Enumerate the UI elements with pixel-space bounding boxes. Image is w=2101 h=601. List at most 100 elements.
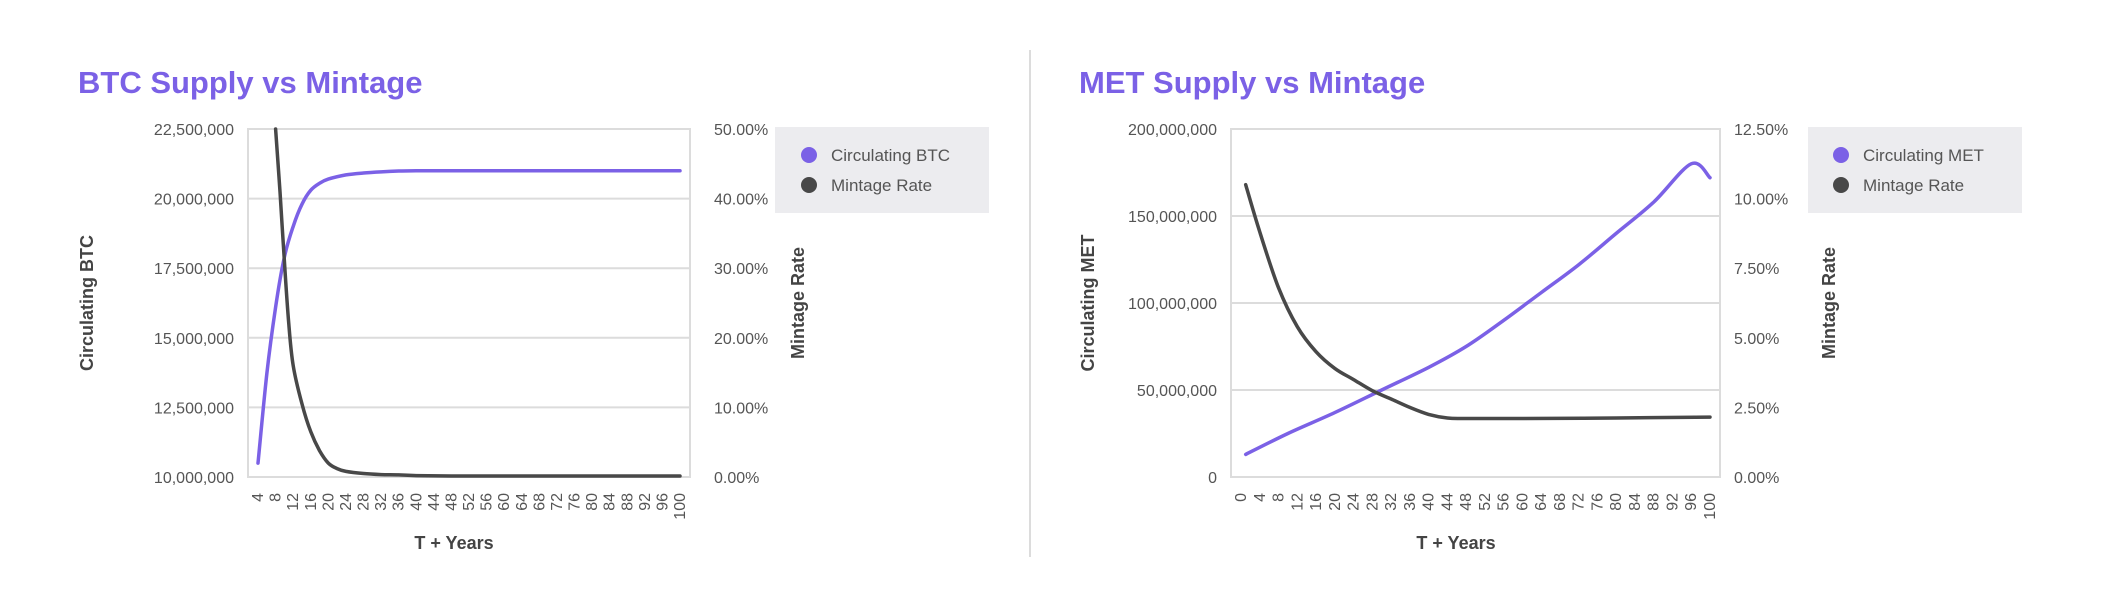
x-axis: 4 8 12 16 20 24 28 32 36 40 44 48 52 56 60 64 68 72 76 80 84… xyxy=(250,493,689,520)
x-tick-label: 100 xyxy=(672,493,689,520)
y2-tick-label: 5.00% xyxy=(1734,331,1779,348)
x-tick-label: 4 xyxy=(250,493,267,502)
y2-tick-label: 50.00% xyxy=(714,122,768,139)
series-line-mintage-rate xyxy=(273,127,682,478)
y-tick-label: 17,500,000 xyxy=(154,261,234,278)
x-tick-label: 60 xyxy=(1514,493,1531,511)
legend-label: Mintage Rate xyxy=(1863,176,1964,195)
x-tick-label: 100 xyxy=(1702,493,1719,520)
y-tick-label: 150,000,000 xyxy=(1128,209,1217,226)
x-tick-label: 24 xyxy=(338,493,355,511)
x-tick-label: 36 xyxy=(1402,493,1419,511)
x-tick-label: 8 xyxy=(1271,493,1288,502)
x-tick-label: 32 xyxy=(373,493,390,511)
x-tick-label: 44 xyxy=(1439,493,1456,511)
chart-met: MET Supply vs Mintage 200,000,000 150,000… xyxy=(1078,65,2022,553)
x-tick-label: 44 xyxy=(426,493,443,511)
x-tick-label: 56 xyxy=(1496,493,1513,511)
y-axis-right-title: Mintage Rate xyxy=(1819,247,1839,359)
x-tick-label: 16 xyxy=(303,493,320,511)
gridlines xyxy=(248,128,690,478)
y-tick-label: 10,000,000 xyxy=(154,470,234,487)
x-tick-label: 48 xyxy=(443,493,460,511)
y2-tick-label: 7.50% xyxy=(1734,261,1779,278)
x-tick-label: 52 xyxy=(1477,493,1494,511)
x-tick-label: 52 xyxy=(461,493,478,511)
x-axis: 0 4 8 12 16 20 24 28 32 36 40 44 48 52 56 60 64 68 72 76 80 8… xyxy=(1233,493,1719,520)
x-tick-label: 12 xyxy=(1289,493,1306,511)
x-tick-label: 56 xyxy=(479,493,496,511)
x-tick-label: 80 xyxy=(584,493,601,511)
y-tick-label: 12,500,000 xyxy=(154,400,234,417)
x-tick-label: 68 xyxy=(1552,493,1569,511)
x-tick-label: 84 xyxy=(602,493,619,511)
x-tick-label: 76 xyxy=(1589,493,1606,511)
x-tick-label: 60 xyxy=(496,493,513,511)
y-tick-label: 0 xyxy=(1208,470,1217,487)
x-tick-label: 64 xyxy=(514,493,531,511)
x-tick-label: 20 xyxy=(1327,493,1344,511)
x-axis-title: T + Years xyxy=(414,533,493,553)
y-tick-label: 22,500,000 xyxy=(154,122,234,139)
y2-tick-label: 10.00% xyxy=(1734,192,1788,209)
x-tick-label: 92 xyxy=(1664,493,1681,511)
legend-box xyxy=(1808,127,2022,213)
y2-tick-label: 40.00% xyxy=(714,192,768,209)
x-tick-label: 80 xyxy=(1608,493,1625,511)
x-tick-label: 88 xyxy=(1646,493,1663,511)
series-line-circulating xyxy=(256,169,682,465)
legend-box xyxy=(775,127,989,213)
y-axis-right: 50.00% 40.00% 30.00% 20.00% 10.00% 0.00% xyxy=(714,122,768,487)
legend: Circulating BTC Mintage Rate xyxy=(775,127,989,213)
x-tick-label: 40 xyxy=(408,493,425,511)
x-tick-label: 88 xyxy=(619,493,636,511)
legend-marker xyxy=(801,147,817,163)
plot-area xyxy=(247,128,691,478)
y2-tick-label: 20.00% xyxy=(714,331,768,348)
y-axis-left: 22,500,000 20,000,000 17,500,000 15,000,000… xyxy=(154,122,234,487)
legend-label: Circulating MET xyxy=(1863,146,1984,165)
y2-tick-label: 0.00% xyxy=(1734,470,1779,487)
legend-marker xyxy=(1833,147,1849,163)
legend-label: Mintage Rate xyxy=(831,176,932,195)
legend-marker xyxy=(1833,177,1849,193)
y2-tick-label: 30.00% xyxy=(714,261,768,278)
y2-tick-label: 10.00% xyxy=(714,400,768,417)
x-tick-label: 24 xyxy=(1346,493,1363,511)
x-tick-label: 72 xyxy=(1571,493,1588,511)
x-tick-label: 0 xyxy=(1233,493,1250,502)
series-line-circulating xyxy=(1243,161,1712,457)
series-line-mintage-rate xyxy=(1243,182,1712,421)
x-tick-label: 96 xyxy=(1683,493,1700,511)
x-tick-label: 16 xyxy=(1308,493,1325,511)
y-axis-left-title: Circulating MET xyxy=(1078,234,1098,371)
legend-label: Circulating BTC xyxy=(831,146,950,165)
chart-title: MET Supply vs Mintage xyxy=(1079,65,1425,100)
x-tick-label: 20 xyxy=(320,493,337,511)
y2-tick-label: 0.00% xyxy=(714,470,759,487)
x-tick-label: 36 xyxy=(391,493,408,511)
y-tick-label: 200,000,000 xyxy=(1128,122,1217,139)
x-tick-label: 40 xyxy=(1421,493,1438,511)
x-tick-label: 8 xyxy=(268,493,285,502)
x-tick-label: 84 xyxy=(1627,493,1644,511)
x-tick-label: 28 xyxy=(356,493,373,511)
x-tick-label: 76 xyxy=(567,493,584,511)
legend: Circulating MET Mintage Rate xyxy=(1808,127,2022,213)
x-tick-label: 32 xyxy=(1383,493,1400,511)
y2-tick-label: 12.50% xyxy=(1734,122,1788,139)
x-tick-label: 92 xyxy=(637,493,654,511)
y-tick-label: 20,000,000 xyxy=(154,192,234,209)
y-axis-left: 200,000,000 150,000,000 100,000,000 50,000,… xyxy=(1128,122,1217,487)
x-tick-label: 68 xyxy=(531,493,548,511)
x-tick-label: 4 xyxy=(1252,493,1269,502)
x-tick-label: 48 xyxy=(1458,493,1475,511)
x-tick-label: 28 xyxy=(1364,493,1381,511)
chart-title: BTC Supply vs Mintage xyxy=(78,65,422,100)
series-lines xyxy=(1243,161,1712,457)
x-axis-title: T + Years xyxy=(1416,533,1495,553)
y-tick-label: 15,000,000 xyxy=(154,331,234,348)
y-axis-right-title: Mintage Rate xyxy=(788,247,808,359)
legend-marker xyxy=(801,177,817,193)
y-tick-label: 50,000,000 xyxy=(1137,383,1217,400)
